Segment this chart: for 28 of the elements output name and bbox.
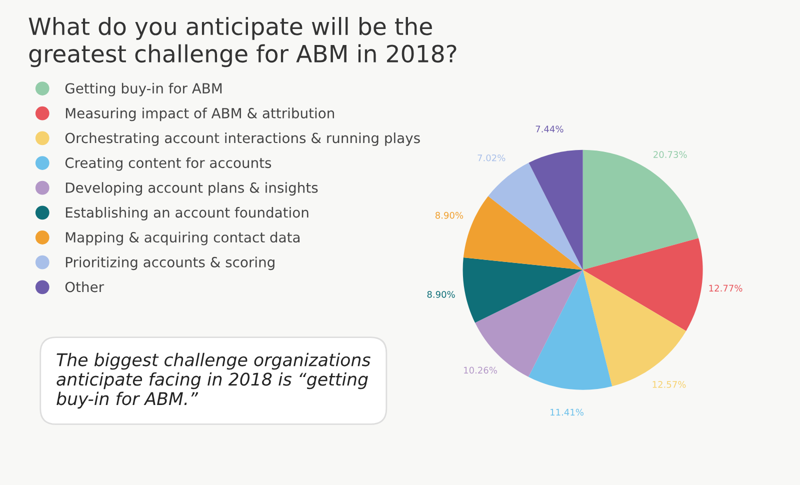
- data-label: 12.77%: [709, 284, 742, 292]
- legend-label: Orchestrating account interactions & running plays: [65, 132, 420, 146]
- pie-slice: [582, 238, 703, 331]
- legend-label: Mapping & acquiring contact data: [66, 232, 300, 246]
- legend-label: Other: [65, 281, 104, 292]
- data-label: 12.57%: [652, 381, 686, 388]
- pie-slice: [488, 162, 583, 270]
- pie-slice: [582, 150, 699, 270]
- pie-slice: [463, 196, 583, 270]
- legend-label: Establishing an account foundation: [66, 206, 308, 220]
- legend-label: Developing account plans & insights: [66, 182, 318, 196]
- data-label: 8.90%: [427, 290, 455, 298]
- data-label: 7.44%: [536, 126, 564, 132]
- legend-label: Creating content for accounts: [65, 157, 272, 171]
- legend-label: Getting buy-in for ABM: [65, 82, 222, 96]
- legend-label: Measuring impact of ABM & attribution: [66, 108, 334, 122]
- data-label: 11.41%: [550, 408, 584, 416]
- data-label: 20.73%: [654, 151, 687, 158]
- text: The biggest challenge organizations anticipate facing in 2018 is “getting buy-in for ABM.”: [56, 352, 370, 409]
- legend-label: Prioritizing accounts & scoring: [66, 256, 274, 270]
- pie-slice: [582, 270, 686, 386]
- chart-title: What do you anticipate will be the greatest challenge for ABM in 2018?: [28, 16, 456, 68]
- pie-slice: [528, 150, 583, 270]
- data-label: 8.90%: [435, 212, 464, 219]
- data-label: 7.02%: [478, 154, 506, 162]
- pie-slice: [528, 270, 612, 390]
- pie-slice: [462, 258, 583, 323]
- data-label: 10.26%: [464, 366, 497, 374]
